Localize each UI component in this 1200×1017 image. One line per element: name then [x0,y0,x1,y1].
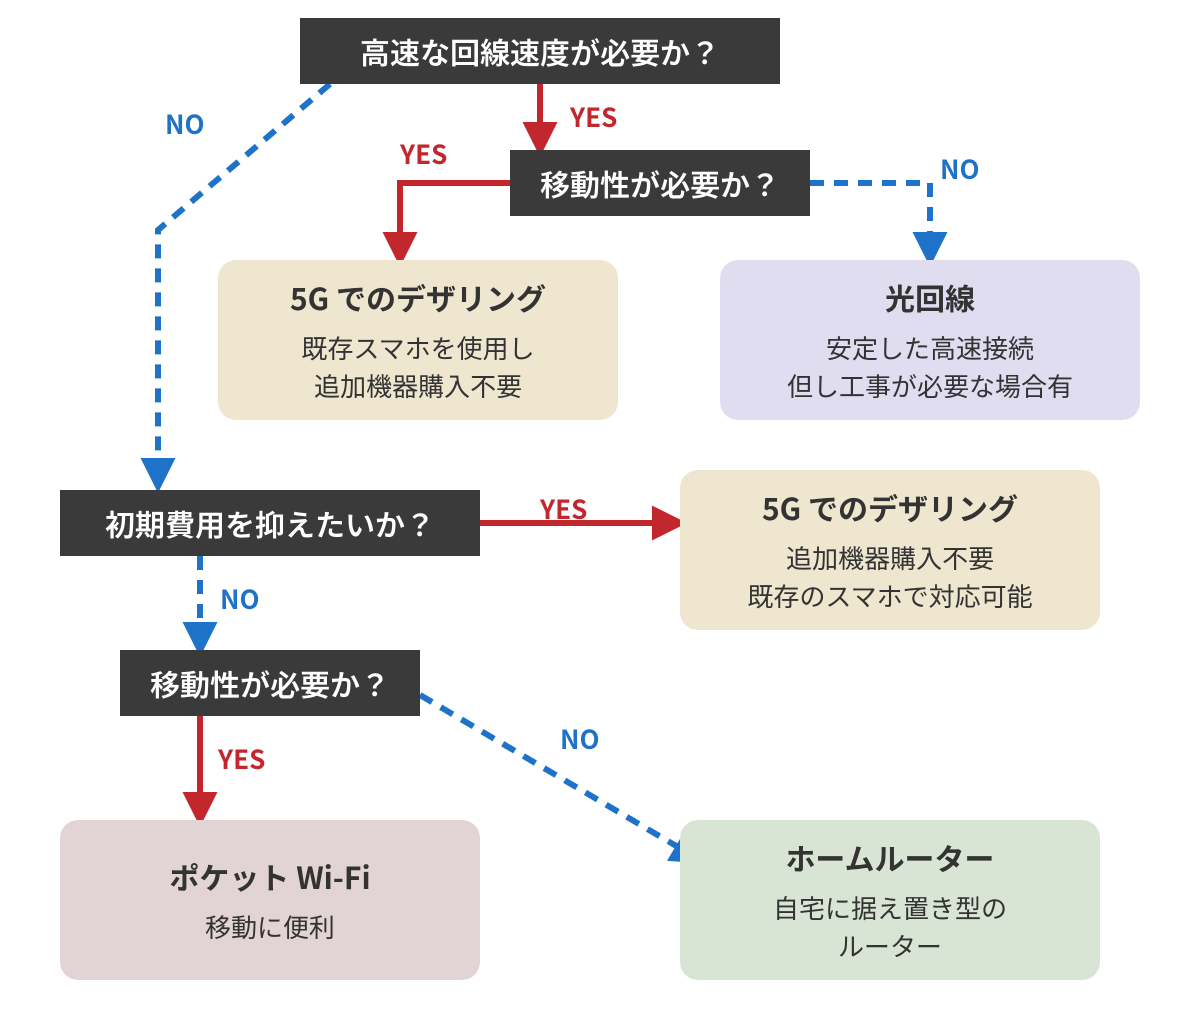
result-desc: 移動に便利 [205,908,335,946]
edge-label-e4: NO [940,150,980,187]
result-desc: 安定した高速接続但し工事が必要な場合有 [787,329,1073,404]
result-desc: 既存スマホを使用し追加機器購入不要 [301,329,534,404]
result-title: 光回線 [885,275,975,319]
result-title: 5G でのデザリング [762,485,1018,529]
edge-label-e7: YES [218,740,265,777]
question-text: 移動性が必要か？ [150,661,390,705]
result-node-r2: 光回線安定した高速接続但し工事が必要な場合有 [720,260,1140,420]
question-node-q2: 移動性が必要か？ [510,150,810,216]
result-node-r3: 5G でのデザリング追加機器購入不要既存のスマホで対応可能 [680,470,1100,630]
edge-label-e8: NO [560,720,600,757]
edge-label-e3: YES [400,135,447,172]
result-title: ポケット Wi-Fi [169,854,370,898]
edge-label-e2: NO [165,105,205,142]
question-node-q1: 高速な回線速度が必要か？ [300,18,780,84]
result-title: ホームルーター [785,835,994,879]
question-node-q4: 移動性が必要か？ [120,650,420,716]
question-text: 高速な回線速度が必要か？ [360,29,720,73]
question-node-q3: 初期費用を抑えたいか？ [60,490,480,556]
result-node-r5: ホームルーター自宅に据え置き型のルーター [680,820,1100,980]
question-text: 移動性が必要か？ [540,161,780,205]
result-node-r1: 5G でのデザリング既存スマホを使用し追加機器購入不要 [218,260,618,420]
edge-label-e6: NO [220,580,260,617]
edge-label-e5: YES [540,490,587,527]
edge-label-e1: YES [570,98,617,135]
result-desc: 自宅に据え置き型のルーター [773,889,1007,964]
edge-e4 [810,183,930,260]
result-desc: 追加機器購入不要既存のスマホで対応可能 [747,539,1032,614]
flowchart-canvas: 高速な回線速度が必要か？移動性が必要か？5G でのデザリング既存スマホを使用し追… [0,0,1200,1017]
result-node-r4: ポケット Wi-Fi 移動に便利 [60,820,480,980]
question-text: 初期費用を抑えたいか？ [105,501,435,545]
edge-e3 [400,183,510,260]
result-title: 5G でのデザリング [290,275,546,319]
